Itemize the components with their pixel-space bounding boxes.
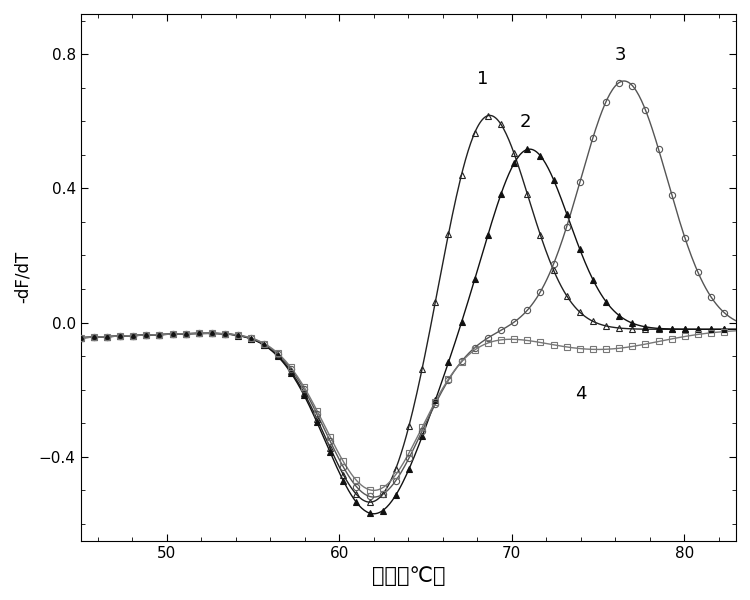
Y-axis label: -dF/dT: -dF/dT [14, 251, 32, 304]
Text: 1: 1 [477, 70, 488, 88]
Text: 3: 3 [615, 46, 626, 64]
X-axis label: 温度（℃）: 温度（℃） [371, 566, 445, 586]
Text: 4: 4 [575, 385, 586, 403]
Text: 2: 2 [520, 113, 532, 131]
